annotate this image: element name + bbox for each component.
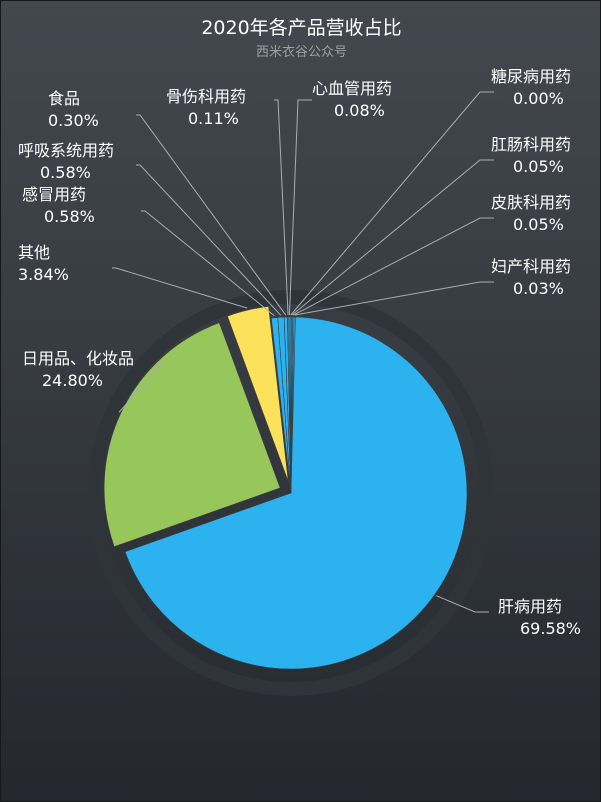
- leader-line: [291, 159, 494, 316]
- slice-label: 肛肠科用药: [491, 135, 571, 154]
- leader-line: [293, 217, 494, 316]
- slice-value-label: 0.05%: [513, 215, 564, 234]
- pie-ring: [88, 290, 494, 696]
- slice-label: 呼吸系统用药: [18, 141, 114, 160]
- slice-label: 心血管用药: [312, 79, 392, 98]
- pie-slice[interactable]: [226, 306, 289, 482]
- leader-line: [112, 267, 248, 309]
- slice-value-label: 3.84%: [18, 265, 69, 284]
- leader-line: [141, 210, 275, 317]
- slice-value-label: 24.80%: [42, 371, 103, 390]
- pie-slice[interactable]: [290, 316, 296, 494]
- chart-subtitle: 西米衣谷公众号: [255, 45, 347, 60]
- slice-value-label: 0.58%: [44, 207, 95, 226]
- pie-slice[interactable]: [124, 316, 468, 670]
- slice-value-label: 0.05%: [513, 157, 564, 176]
- slice-label: 感冒用药: [22, 185, 86, 204]
- slice-value-label: 0.58%: [40, 163, 91, 182]
- slice-label: 皮肤科用药: [491, 193, 571, 212]
- slice-value-label: 0.30%: [48, 111, 99, 130]
- slice-label: 糖尿病用药: [491, 67, 571, 86]
- slice-label: 妇产科用药: [491, 257, 571, 276]
- slice-value-label: 0.11%: [188, 109, 239, 128]
- leader-line: [290, 91, 494, 316]
- slice-label: 食品: [48, 89, 80, 108]
- leader-line: [274, 99, 289, 316]
- leader-line: [136, 164, 282, 316]
- leader-line: [118, 363, 164, 413]
- chart-title: 2020年各产品营收占比: [201, 17, 402, 39]
- leader-line: [436, 595, 489, 613]
- slice-value-label: 69.58%: [520, 619, 581, 638]
- leader-line: [288, 99, 312, 316]
- slice-label: 日用品、化妆品: [22, 349, 134, 368]
- slice-value-label: 0.08%: [334, 101, 385, 120]
- slice-label: 骨伤科用药: [166, 87, 246, 106]
- slice-label: 肝病用药: [498, 597, 562, 616]
- slice-value-label: 0.00%: [513, 89, 564, 108]
- leader-line: [294, 281, 494, 316]
- slice-value-label: 0.03%: [513, 279, 564, 298]
- leader-line: [136, 114, 287, 316]
- slice-label: 其他: [18, 243, 50, 262]
- pie-slice[interactable]: [103, 322, 281, 548]
